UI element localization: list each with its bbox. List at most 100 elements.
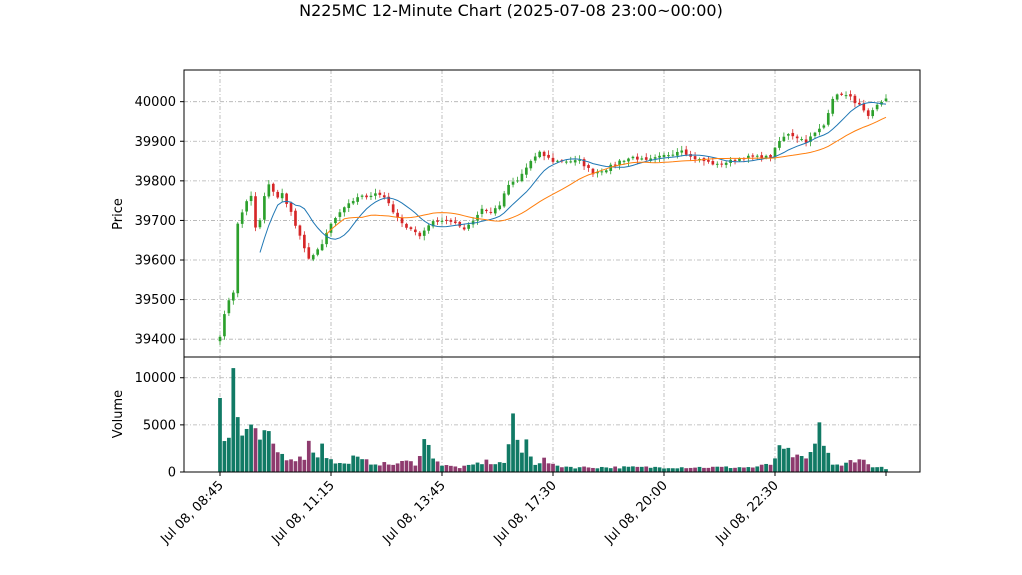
price-tick-label: 39700 xyxy=(135,214,176,229)
volume-bar xyxy=(568,466,573,472)
candle-body xyxy=(724,162,728,165)
candle-body xyxy=(431,221,435,227)
volume-bar xyxy=(857,459,862,472)
volume-bar xyxy=(293,461,298,472)
candle-body xyxy=(591,168,595,175)
volume-bar xyxy=(799,456,804,472)
price-tick-label: 39500 xyxy=(135,293,176,308)
candle-body xyxy=(542,151,546,157)
ma-short-line xyxy=(259,101,887,253)
volume-bar xyxy=(524,439,529,472)
candle-body xyxy=(813,132,817,136)
volume-bar xyxy=(626,466,631,472)
candle-body xyxy=(573,160,577,163)
volume-bar xyxy=(404,460,409,472)
candle-body xyxy=(347,203,351,208)
volume-bar xyxy=(235,417,240,472)
candle-body xyxy=(218,336,222,342)
volume-bar xyxy=(551,463,555,472)
volume-bar xyxy=(622,466,626,472)
volume-bar xyxy=(657,467,662,472)
candle-body xyxy=(396,212,399,218)
volume-bar xyxy=(466,464,471,472)
volume-panel: 0 5000 10000 xyxy=(135,356,921,481)
volume-bar xyxy=(582,466,586,472)
volume-bar xyxy=(688,467,693,472)
volume-bar xyxy=(520,452,524,472)
volume-bar xyxy=(488,464,493,472)
candle-body xyxy=(418,232,422,237)
volume-bar xyxy=(528,456,533,472)
candle-body xyxy=(382,195,386,198)
candle-body xyxy=(458,221,462,227)
volume-bar xyxy=(306,440,311,472)
candle-body xyxy=(360,195,364,197)
candle-body xyxy=(271,183,275,192)
volume-bar xyxy=(746,467,751,472)
volume-bar xyxy=(795,454,800,472)
volume-bar xyxy=(457,468,462,472)
volume-bar xyxy=(844,462,848,472)
volume-bar xyxy=(511,413,515,472)
volume-bar xyxy=(848,460,853,472)
candle-body xyxy=(516,180,519,182)
volume-bar xyxy=(533,464,538,472)
candle-body xyxy=(538,151,542,158)
candle-body xyxy=(604,170,608,173)
volume-bar xyxy=(395,463,400,472)
candle-body xyxy=(409,227,413,230)
volume-bar xyxy=(737,467,742,472)
x-axis: Jul 08, 08:45 Jul 08, 11:15 Jul 08, 13:45 J… xyxy=(157,472,887,548)
candle-body xyxy=(835,94,839,100)
volume-bar xyxy=(240,435,245,472)
candle-body xyxy=(569,161,573,163)
candle-body xyxy=(387,196,391,204)
price-panel: 39400 39500 39600 39700 39800 39900 40000 xyxy=(135,69,921,358)
candle-body xyxy=(747,155,750,159)
candle-body xyxy=(551,157,555,162)
candle-body xyxy=(818,128,821,133)
candle-body xyxy=(334,217,337,224)
volume-bar xyxy=(329,459,333,472)
volume-bar xyxy=(839,465,844,472)
candle-body xyxy=(778,141,781,148)
candle-body xyxy=(649,158,653,161)
candle-body xyxy=(720,163,724,165)
candle-body xyxy=(374,193,377,196)
x-tick-label: Jul 08, 17:30 xyxy=(490,478,559,547)
candle-body xyxy=(267,184,271,197)
candle-body xyxy=(769,155,772,159)
candle-body xyxy=(289,202,293,212)
candle-body xyxy=(476,214,479,221)
volume-bar xyxy=(298,456,302,472)
volume-bar xyxy=(493,464,498,472)
candle-body xyxy=(449,219,453,222)
x-tick-label: Jul 08, 08:45 xyxy=(157,478,226,547)
volume-bar xyxy=(631,466,635,472)
volume-bar xyxy=(684,468,689,472)
volume-bar xyxy=(231,368,236,472)
candle-body xyxy=(884,98,888,102)
candle-body xyxy=(662,154,666,157)
candle-body xyxy=(298,225,302,236)
volume-bar xyxy=(262,430,267,472)
volume-axis-label: Volume xyxy=(111,390,126,438)
volume-bar xyxy=(715,466,720,472)
volume-bar xyxy=(355,456,360,472)
volume-bar xyxy=(346,463,351,472)
volume-bar xyxy=(653,466,657,472)
candle-body xyxy=(422,230,426,236)
candle-body xyxy=(809,136,812,142)
candle-body xyxy=(587,165,590,168)
candle-body xyxy=(316,249,320,255)
candle-body xyxy=(862,103,866,111)
volume-bar xyxy=(462,465,467,472)
volume-bar xyxy=(338,462,342,472)
volume-bar xyxy=(666,468,671,472)
volume-bar xyxy=(830,464,835,472)
candle-body xyxy=(258,220,262,228)
volume-bar xyxy=(453,466,458,472)
candle-body xyxy=(640,158,644,160)
volume-bar xyxy=(315,457,320,472)
candle-body xyxy=(227,300,231,314)
